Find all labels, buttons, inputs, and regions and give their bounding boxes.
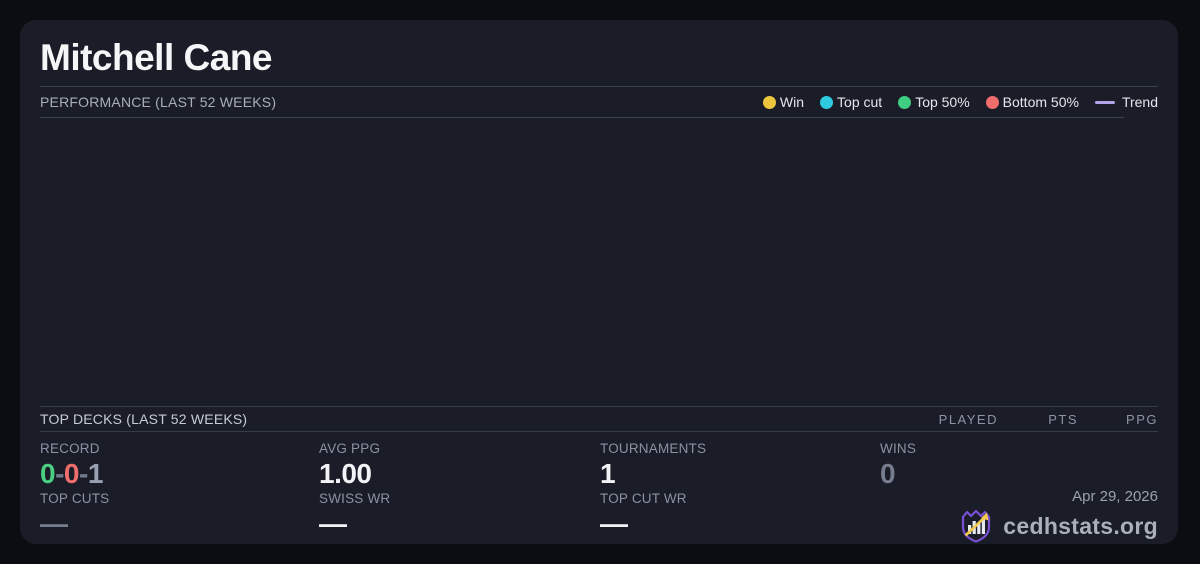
win-dot-icon — [762, 95, 776, 109]
player-stats-card: Mitchell Cane PERFORMANCE (LAST 52 WEEKS… — [20, 20, 1178, 544]
stat-record: RECORD 0-0-1 — [40, 440, 319, 490]
tournaments-value: 1 — [600, 458, 616, 489]
top-cuts-value: — — [40, 508, 68, 539]
legend-label-bottom-50: Bottom 50% — [1002, 94, 1079, 110]
logo-bar-1 — [968, 525, 972, 534]
legend-label-top-cut: Top cut — [837, 94, 883, 110]
stat-avg-ppg: AVG PPG 1.00 — [319, 440, 600, 490]
player-name-title: Mitchell Cane — [40, 37, 273, 78]
top-decks-section-header: TOP DECKS (LAST 52 WEEKS) PLAYED PTS PPG — [40, 407, 1158, 432]
top-decks-heading: TOP DECKS (LAST 52 WEEKS) — [40, 411, 248, 427]
column-header-ppg: PPG — [1126, 411, 1158, 427]
wins-label: WINS — [880, 441, 917, 456]
performance-header-underline — [40, 117, 1124, 118]
stat-wins: WINS 0 — [880, 440, 1158, 490]
tournaments-label: TOURNAMENTS — [600, 441, 707, 456]
column-header-pts: PTS — [1048, 411, 1078, 427]
avg-ppg-label: AVG PPG — [319, 441, 381, 456]
top-cut-wr-value: — — [600, 508, 628, 539]
performance-chart-plot-area — [40, 118, 1158, 406]
logo-bar-3 — [977, 523, 981, 534]
card-header: Mitchell Cane — [40, 20, 1158, 87]
top-decks-column-headers: PLAYED PTS PPG — [918, 412, 1158, 427]
brand-row: cedhstats.org — [957, 508, 1158, 544]
legend-item-win: Win — [762, 94, 805, 110]
footer-block: Apr 29, 2026 cedhstats.org — [957, 488, 1158, 544]
column-header-played: PLAYED — [938, 411, 998, 427]
trend-line-icon — [1094, 100, 1115, 104]
cedhstats-logo-icon — [962, 509, 991, 543]
legend-label-top-50: Top 50% — [915, 94, 970, 110]
record-label: RECORD — [40, 441, 100, 456]
legend-item-top-50: Top 50% — [898, 94, 970, 110]
logo-arrow-head — [981, 512, 989, 521]
record-losses: 0 — [63, 458, 80, 489]
performance-section-header: PERFORMANCE (LAST 52 WEEKS) Win Top cut … — [40, 87, 1158, 117]
avg-ppg-value: 1.00 — [319, 458, 372, 489]
stat-swiss-wr: SWISS WR — — [319, 490, 600, 540]
stat-tournaments: TOURNAMENTS 1 — [600, 440, 880, 490]
swiss-wr-label: SWISS WR — [319, 491, 391, 506]
record-separator: - — [55, 458, 64, 489]
logo-bar-4 — [982, 519, 986, 534]
legend-item-top-cut: Top cut — [820, 94, 882, 110]
performance-heading: PERFORMANCE (LAST 52 WEEKS) — [40, 94, 277, 110]
legend-label-trend: Trend — [1121, 94, 1158, 110]
record-wins: 0 — [40, 458, 56, 489]
record-draws: 1 — [87, 458, 104, 489]
top-cut-dot-icon — [820, 95, 834, 109]
top-cut-wr-label: TOP CUT WR — [600, 491, 687, 506]
legend-item-bottom-50: Bottom 50% — [985, 94, 1079, 110]
brand-name: cedhstats.org — [1003, 512, 1158, 539]
legend-label-win: Win — [779, 94, 805, 110]
stat-top-cut-wr: TOP CUT WR — — [600, 490, 880, 540]
wins-value: 0 — [880, 458, 896, 489]
swiss-wr-value: — — [319, 508, 347, 539]
generated-date: Apr 29, 2026 — [1072, 488, 1158, 505]
bottom-50-dot-icon — [985, 95, 999, 109]
logo-arrow-shaft — [964, 516, 986, 537]
summary-stats-grid: RECORD 0-0-1 AVG PPG 1.00 TOURNAMENTS 1 … — [40, 432, 1158, 544]
record-separator: - — [78, 458, 88, 489]
logo-shield-outline — [962, 509, 991, 543]
stat-top-cuts: TOP CUTS — — [40, 490, 319, 540]
record-value: 0-0-1 — [40, 459, 319, 488]
top-50-dot-icon — [898, 95, 912, 109]
top-cuts-label: TOP CUTS — [40, 491, 110, 506]
legend-item-trend: Trend — [1094, 94, 1158, 110]
section-divider — [40, 406, 1158, 407]
chart-legend: Win Top cut Top 50% Bottom 50% Trend — [762, 94, 1158, 110]
